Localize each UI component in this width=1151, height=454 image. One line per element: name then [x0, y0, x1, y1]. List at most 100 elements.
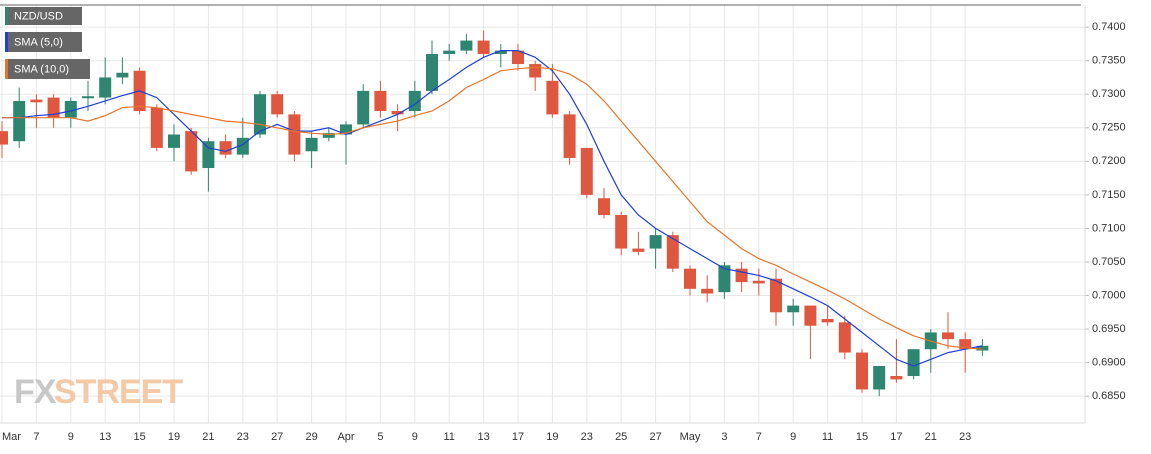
candle-body — [202, 141, 215, 169]
x-tick-label: 9 — [68, 431, 74, 443]
x-tick-label: Mar — [2, 431, 21, 443]
candle-body — [254, 94, 266, 135]
candle-body — [563, 114, 576, 158]
candle-body — [305, 137, 318, 152]
legend: NZD/USD SMA (5,0) SMA (10,0) — [5, 7, 90, 79]
x-tick-label: 7 — [756, 431, 762, 443]
watermark-fx: FX — [14, 373, 57, 411]
x-tick-label: 3 — [721, 431, 727, 443]
y-tick-label: 0.6850 — [1092, 390, 1126, 402]
x-tick-label: May — [680, 431, 701, 443]
marks — [0, 30, 989, 397]
legend-swatch — [5, 7, 8, 25]
x-tick-label: 13 — [477, 431, 489, 443]
candle-body — [959, 339, 972, 350]
legend-swatch — [5, 59, 8, 79]
x-tick-label: 29 — [305, 431, 317, 443]
x-tick-label: 7 — [33, 431, 39, 443]
y-tick-label: 0.7000 — [1092, 289, 1126, 301]
candle-body — [47, 97, 60, 118]
candle-body — [580, 147, 593, 195]
candle-body — [13, 100, 26, 142]
candle-body — [701, 288, 714, 294]
candle-body — [873, 365, 886, 390]
y-tick-label: 0.7200 — [1092, 155, 1126, 167]
candle-body — [64, 100, 77, 118]
x-tick-label: 11 — [443, 431, 454, 443]
x-tick-label: 23 — [959, 431, 971, 443]
candle-body — [770, 278, 782, 313]
candle-body — [460, 40, 473, 51]
y-tick-label: 0.7400 — [1092, 21, 1126, 33]
candle-body — [752, 280, 765, 284]
candle-body — [890, 376, 903, 380]
candle-body — [374, 90, 387, 112]
candle-body — [615, 215, 628, 249]
candle-body — [219, 141, 232, 155]
x-tick-label: 19 — [546, 431, 558, 443]
candle-body — [942, 332, 954, 340]
candle-body — [666, 235, 679, 269]
grid — [0, 5, 1089, 423]
x-tick-label: 27 — [649, 431, 661, 443]
candle-body — [271, 94, 284, 115]
sma-line — [2, 50, 983, 367]
sma-line — [2, 66, 983, 350]
legend-swatch — [5, 32, 8, 52]
y-tick-label: 0.6900 — [1092, 357, 1126, 369]
candle-body — [82, 96, 94, 99]
candle-body — [546, 80, 559, 115]
candle-body — [426, 53, 438, 91]
candle-body — [976, 345, 989, 351]
candle-body — [116, 72, 129, 78]
candle-body — [529, 64, 542, 78]
candle-body — [150, 107, 163, 148]
candle-body — [391, 111, 404, 115]
candle-body — [340, 124, 352, 135]
candle-body — [443, 50, 456, 54]
y-tick-label: 0.7150 — [1092, 189, 1126, 201]
x-tick-label: 23 — [237, 431, 249, 443]
x-tick-label: 9 — [412, 431, 418, 443]
legend-label: SMA (5,0) — [14, 36, 63, 48]
candle-body — [632, 248, 645, 252]
x-tick-label: 5 — [377, 431, 383, 443]
candle-body — [649, 235, 662, 249]
candle-body — [288, 114, 301, 155]
y-tick-label: 0.7250 — [1092, 122, 1126, 134]
candle-body — [512, 50, 524, 65]
x-tick-label: 17 — [890, 431, 902, 443]
y-tick-label: 0.7050 — [1092, 256, 1126, 268]
candle-body — [477, 40, 490, 54]
x-tick-label: 15 — [133, 431, 145, 443]
candle-body — [322, 133, 335, 138]
y-tick-label: 0.7300 — [1092, 88, 1126, 100]
x-tick-label: 17 — [512, 431, 524, 443]
x-tick-label: 21 — [202, 431, 214, 443]
x-tick-label: 27 — [271, 431, 283, 443]
legend-box — [5, 32, 82, 52]
x-tick-label: 23 — [581, 431, 593, 443]
candle-body — [718, 265, 731, 293]
candle-body — [598, 198, 610, 216]
candle-body — [821, 319, 834, 323]
y-tick-label: 0.7100 — [1092, 222, 1126, 234]
candle-body — [0, 131, 8, 145]
candle-body — [684, 268, 696, 289]
candle-body — [168, 134, 180, 148]
x-tick-label: 25 — [615, 431, 627, 443]
x-tick-label: 19 — [168, 431, 180, 443]
plot-area — [0, 5, 1085, 423]
legend-box — [5, 7, 82, 25]
candle-body — [804, 305, 817, 326]
candle-body — [30, 99, 43, 103]
candle-body — [907, 349, 920, 377]
candle-body — [494, 50, 507, 54]
candle-body — [99, 77, 112, 98]
candle-body — [838, 322, 851, 353]
x-tick-label: Apr — [337, 431, 354, 443]
x-tick-label: 9 — [790, 431, 796, 443]
watermark-street: STREET — [54, 373, 183, 411]
